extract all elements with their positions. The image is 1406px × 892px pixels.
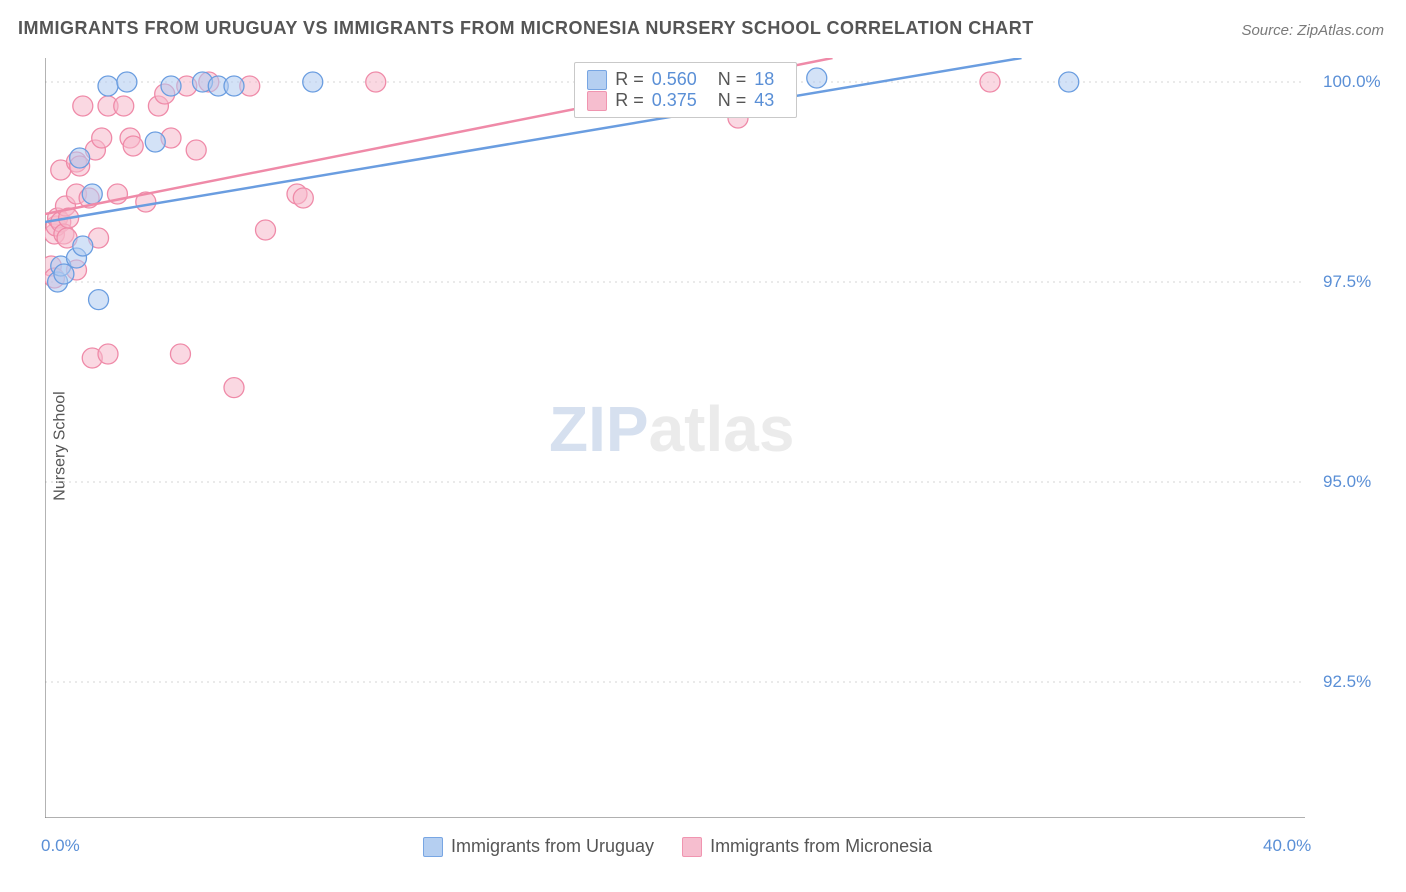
legend-n-label: N =: [718, 90, 747, 111]
legend-n-label: N =: [718, 69, 747, 90]
x-axis-min-label: 0.0%: [41, 836, 80, 856]
legend-swatch: [587, 70, 607, 90]
correlation-legend: R = 0.560 N = 18 R = 0.375 N = 43: [574, 62, 797, 118]
legend-r-label: R =: [615, 90, 644, 111]
legend-swatch: [423, 837, 443, 857]
y-tick-label: 100.0%: [1323, 72, 1381, 92]
series-legend-label: Immigrants from Uruguay: [451, 836, 654, 857]
legend-row: R = 0.375 N = 43: [587, 90, 784, 111]
legend-n-value: 18: [754, 69, 784, 90]
legend-r-value: 0.560: [652, 69, 710, 90]
series-legend-label: Immigrants from Micronesia: [710, 836, 932, 857]
series-legend-item: Immigrants from Uruguay: [423, 836, 654, 857]
y-tick-label: 95.0%: [1323, 472, 1371, 492]
legend-row: R = 0.560 N = 18: [587, 69, 784, 90]
chart-title: IMMIGRANTS FROM URUGUAY VS IMMIGRANTS FR…: [18, 18, 1034, 39]
series-legend: Immigrants from Uruguay Immigrants from M…: [423, 836, 932, 857]
plot-area: ZIPatlas R =0.560N =18R =0.375N =43: [45, 58, 1305, 818]
x-axis-max-label: 40.0%: [1263, 836, 1311, 856]
legend-r-label: R =: [615, 69, 644, 90]
legend-swatch: [587, 91, 607, 111]
legend-n-value: 43: [754, 90, 784, 111]
source-label: Source: ZipAtlas.com: [1241, 22, 1384, 39]
y-tick-label: 92.5%: [1323, 672, 1371, 692]
y-tick-label: 97.5%: [1323, 272, 1371, 292]
scatter-chart-svg: [45, 58, 1305, 818]
legend-swatch: [682, 837, 702, 857]
legend-r-value: 0.375: [652, 90, 710, 111]
series-legend-item: Immigrants from Micronesia: [682, 836, 932, 857]
